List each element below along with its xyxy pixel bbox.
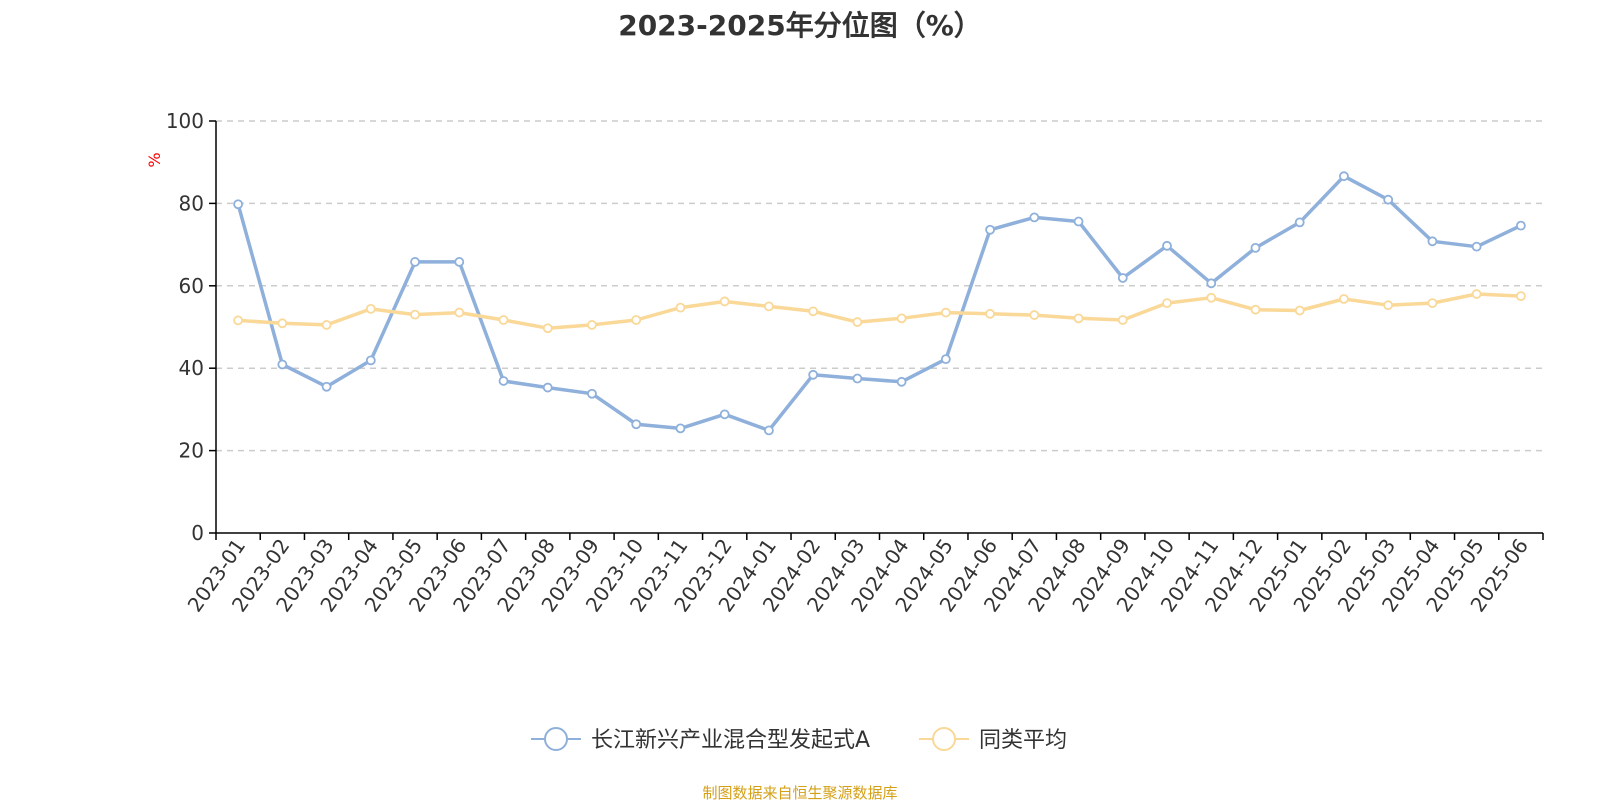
data-point	[410, 257, 420, 267]
data-point	[587, 320, 597, 330]
legend-marker	[544, 727, 568, 751]
y-tick-label: 100	[166, 109, 204, 133]
data-point	[631, 419, 642, 430]
data-point	[675, 423, 686, 434]
data-point	[1117, 273, 1128, 283]
data-point	[1383, 194, 1394, 205]
y-tick-label: 20	[179, 439, 204, 463]
legend-label: 长江新兴产业混合型发起式A	[591, 728, 870, 753]
data-point	[454, 307, 465, 318]
data-point	[1427, 236, 1438, 247]
grid-lines	[216, 120, 1543, 452]
data-point	[365, 355, 376, 366]
data-point	[1250, 242, 1261, 253]
data-point	[896, 313, 907, 324]
data-point	[1427, 298, 1438, 309]
data-point	[1250, 304, 1261, 315]
y-axis-label: %	[145, 152, 164, 167]
data-point	[1029, 212, 1040, 223]
data-point	[631, 315, 642, 325]
data-point	[498, 315, 509, 325]
data-point	[852, 317, 863, 327]
data-point	[1515, 220, 1526, 231]
data-point	[719, 409, 730, 420]
x-axis: 2023-012023-022023-032023-042023-052023-…	[183, 532, 1544, 616]
y-tick-label: 0	[191, 521, 204, 545]
data-point	[321, 381, 332, 392]
data-point	[1206, 292, 1217, 303]
data-point	[365, 303, 376, 314]
series-0	[233, 171, 1526, 436]
y-tick-label: 60	[179, 274, 204, 298]
data-point	[587, 388, 597, 399]
data-point	[764, 425, 774, 436]
y-tick-label: 40	[179, 356, 204, 380]
data-point	[764, 301, 774, 312]
legend: 长江新兴产业混合型发起式A 同类平均	[531, 727, 1067, 753]
data-point	[852, 373, 863, 384]
data-point	[321, 320, 332, 330]
data-point	[454, 257, 465, 267]
data-point	[1515, 291, 1526, 302]
legend-item-0: 长江新兴产业混合型发起式A	[531, 727, 870, 753]
data-point	[277, 359, 288, 370]
y-tick-label: 80	[179, 191, 204, 215]
data-point	[542, 382, 553, 393]
legend-marker	[932, 727, 956, 751]
legend-item-1: 同类平均	[919, 727, 1067, 753]
legend-label: 同类平均	[979, 728, 1067, 753]
data-point	[1162, 298, 1172, 309]
series-line	[236, 174, 1522, 433]
data-point	[1294, 217, 1305, 228]
data-point	[985, 224, 995, 235]
data-point	[808, 369, 819, 380]
data-point	[985, 308, 995, 319]
data-point	[1339, 294, 1349, 304]
data-point	[808, 306, 819, 317]
data-point	[719, 296, 730, 307]
data-point	[1294, 305, 1305, 316]
data-point	[1073, 313, 1084, 324]
data-point	[277, 318, 288, 329]
data-point	[1117, 315, 1128, 325]
data-point	[410, 309, 420, 320]
series-1	[233, 289, 1526, 334]
data-point	[542, 323, 553, 334]
data-point	[940, 354, 951, 365]
data-point	[1339, 171, 1349, 182]
source-note: 制图数据来自恒生聚源数据库	[702, 784, 898, 802]
data-point	[498, 376, 509, 386]
data-point	[896, 376, 907, 387]
data-point	[233, 199, 244, 210]
data-point	[1162, 240, 1172, 251]
data-point	[1383, 300, 1394, 311]
data-point	[233, 315, 244, 326]
data-point	[1073, 216, 1084, 227]
chart-title: 2023-2025年分位图（%）	[618, 9, 982, 42]
y-axis: 0 20 40 60 80 100	[166, 109, 217, 545]
data-point	[675, 302, 686, 313]
data-point	[940, 307, 951, 318]
data-point	[1029, 310, 1040, 320]
series-line	[237, 292, 1521, 330]
data-point	[1471, 241, 1482, 252]
data-point	[1471, 289, 1482, 299]
data-point	[1206, 278, 1217, 289]
series-layer	[233, 171, 1526, 436]
